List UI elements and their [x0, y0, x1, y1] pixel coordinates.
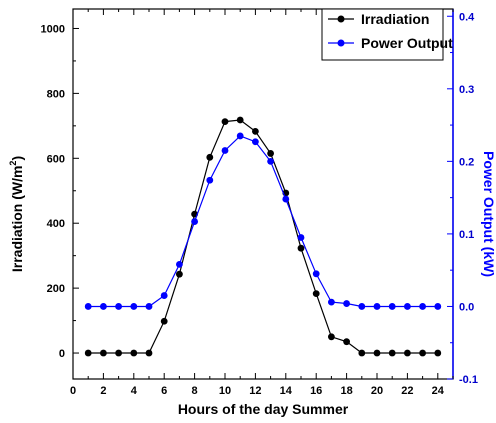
data-point-irradiation	[145, 349, 153, 357]
y2-axis-title: Power Output (kW)	[481, 151, 496, 277]
data-point-power-output	[328, 298, 335, 306]
y2-tick-label: 0.2	[459, 156, 474, 168]
data-point-power-output	[221, 147, 229, 154]
y2-tick-label: 0.3	[459, 84, 474, 96]
x-tick-label: 0	[70, 385, 76, 397]
data-point-irradiation	[312, 290, 320, 298]
x-tick-label: 8	[192, 385, 198, 397]
x-tick-label: 22	[401, 385, 413, 397]
x-axis-title: Hours of the day Summer	[178, 401, 349, 417]
y2-tick-label: -0.1	[459, 374, 478, 386]
data-point-irradiation	[206, 153, 214, 161]
y2-tick-label: 0.1	[459, 229, 474, 241]
y-tick-label: 400	[47, 218, 65, 230]
legend-label-power-output: Power Output	[361, 35, 453, 51]
y-tick-label: 800	[47, 88, 65, 100]
data-point-irradiation	[297, 244, 305, 252]
data-point-irradiation	[84, 349, 92, 357]
data-point-power-output	[176, 260, 183, 268]
plot-frame	[72, 8, 454, 380]
series-line-power-output	[88, 135, 438, 308]
data-point-power-output	[160, 292, 168, 299]
data-point-irradiation	[358, 349, 366, 357]
x-tick-label: 4	[131, 385, 138, 397]
data-point-irradiation	[252, 127, 259, 135]
y2-tick-label: 0.0	[459, 301, 474, 313]
y-axis-title-superscript: 2	[8, 161, 18, 166]
legend: Irradiation Power Output	[321, 8, 453, 61]
data-point-power-output	[404, 303, 411, 310]
x-tick-label: 24	[432, 385, 445, 397]
legend-marker-power-output	[337, 39, 345, 47]
data-point-power-output	[130, 303, 138, 310]
data-point-power-output	[373, 303, 381, 310]
y-axis-title-main: Irradiation (W/m	[9, 166, 25, 273]
data-point-irradiation	[343, 338, 350, 346]
data-point-power-output	[297, 234, 305, 241]
y-axis-title-suffix: )	[9, 156, 25, 161]
data-point-irradiation	[434, 349, 442, 357]
y-axis-ticks: 0 200 400 600 800 1000	[41, 23, 79, 360]
x-tick-label: 2	[100, 385, 106, 397]
data-point-power-output	[191, 218, 199, 225]
x-tick-label: 12	[249, 385, 261, 397]
x-tick-label: 14	[280, 385, 293, 397]
x-tick-label: 20	[371, 385, 383, 397]
data-point-irradiation	[115, 349, 122, 357]
data-point-irradiation	[100, 349, 107, 357]
data-point-irradiation	[328, 333, 335, 341]
data-point-power-output	[312, 270, 320, 278]
data-point-power-output	[115, 303, 122, 310]
data-point-power-output	[236, 132, 244, 140]
data-point-power-output	[419, 303, 426, 310]
data-point-power-output	[343, 300, 350, 307]
data-point-power-output	[206, 176, 214, 184]
y2-axis-ticks: -0.1 0.0 0.1 0.2 0.3 0.4	[447, 11, 478, 386]
data-point-power-output	[145, 303, 153, 310]
data-point-irradiation	[388, 349, 396, 357]
data-point-irradiation	[404, 349, 411, 357]
data-point-irradiation	[130, 349, 138, 357]
x-axis-ticks: 0 2 4 6 8 10 12 14 16 18 20 22 24	[70, 9, 454, 397]
data-point-irradiation	[373, 349, 381, 357]
data-point-power-output	[252, 138, 259, 146]
series-line-irradiation	[88, 119, 438, 354]
data-point-power-output	[100, 303, 107, 310]
data-point-irradiation	[176, 270, 183, 278]
data-point-power-output	[282, 195, 290, 203]
x-tick-label: 10	[219, 385, 231, 397]
y-tick-label: 0	[59, 348, 65, 360]
data-point-power-output	[267, 157, 274, 165]
series-layer	[84, 116, 442, 357]
y-axis-title: Irradiation (W/m2)	[8, 156, 25, 272]
data-point-irradiation	[419, 349, 426, 357]
data-point-power-output	[358, 303, 366, 310]
data-point-power-output	[434, 303, 442, 310]
y-tick-label: 600	[47, 153, 65, 165]
data-point-irradiation	[221, 118, 229, 126]
y-tick-label: 1000	[41, 23, 65, 35]
data-point-power-output	[84, 303, 92, 310]
data-point-irradiation	[267, 150, 274, 157]
y2-tick-label: 0.4	[459, 11, 475, 23]
legend-marker-irradiation	[337, 15, 345, 23]
legend-label-irradiation: Irradiation	[361, 11, 429, 27]
x-tick-label: 18	[340, 385, 352, 397]
y-tick-label: 200	[47, 283, 65, 295]
data-point-irradiation	[160, 317, 168, 325]
data-point-irradiation	[236, 116, 244, 124]
data-point-power-output	[388, 303, 396, 310]
x-tick-label: 16	[310, 385, 322, 397]
x-tick-label: 6	[161, 385, 167, 397]
